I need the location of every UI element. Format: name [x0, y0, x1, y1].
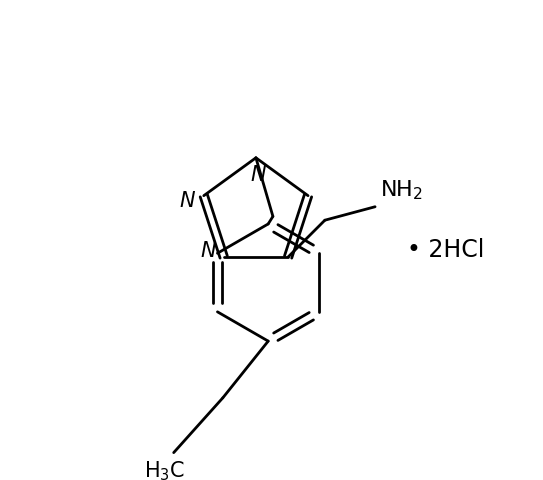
Text: H$_3$C: H$_3$C [144, 460, 185, 480]
Text: N: N [250, 165, 266, 185]
Text: N: N [179, 192, 194, 211]
Text: N: N [201, 241, 217, 261]
Text: NH$_2$: NH$_2$ [380, 178, 423, 202]
Text: • 2HCl: • 2HCl [407, 239, 484, 263]
